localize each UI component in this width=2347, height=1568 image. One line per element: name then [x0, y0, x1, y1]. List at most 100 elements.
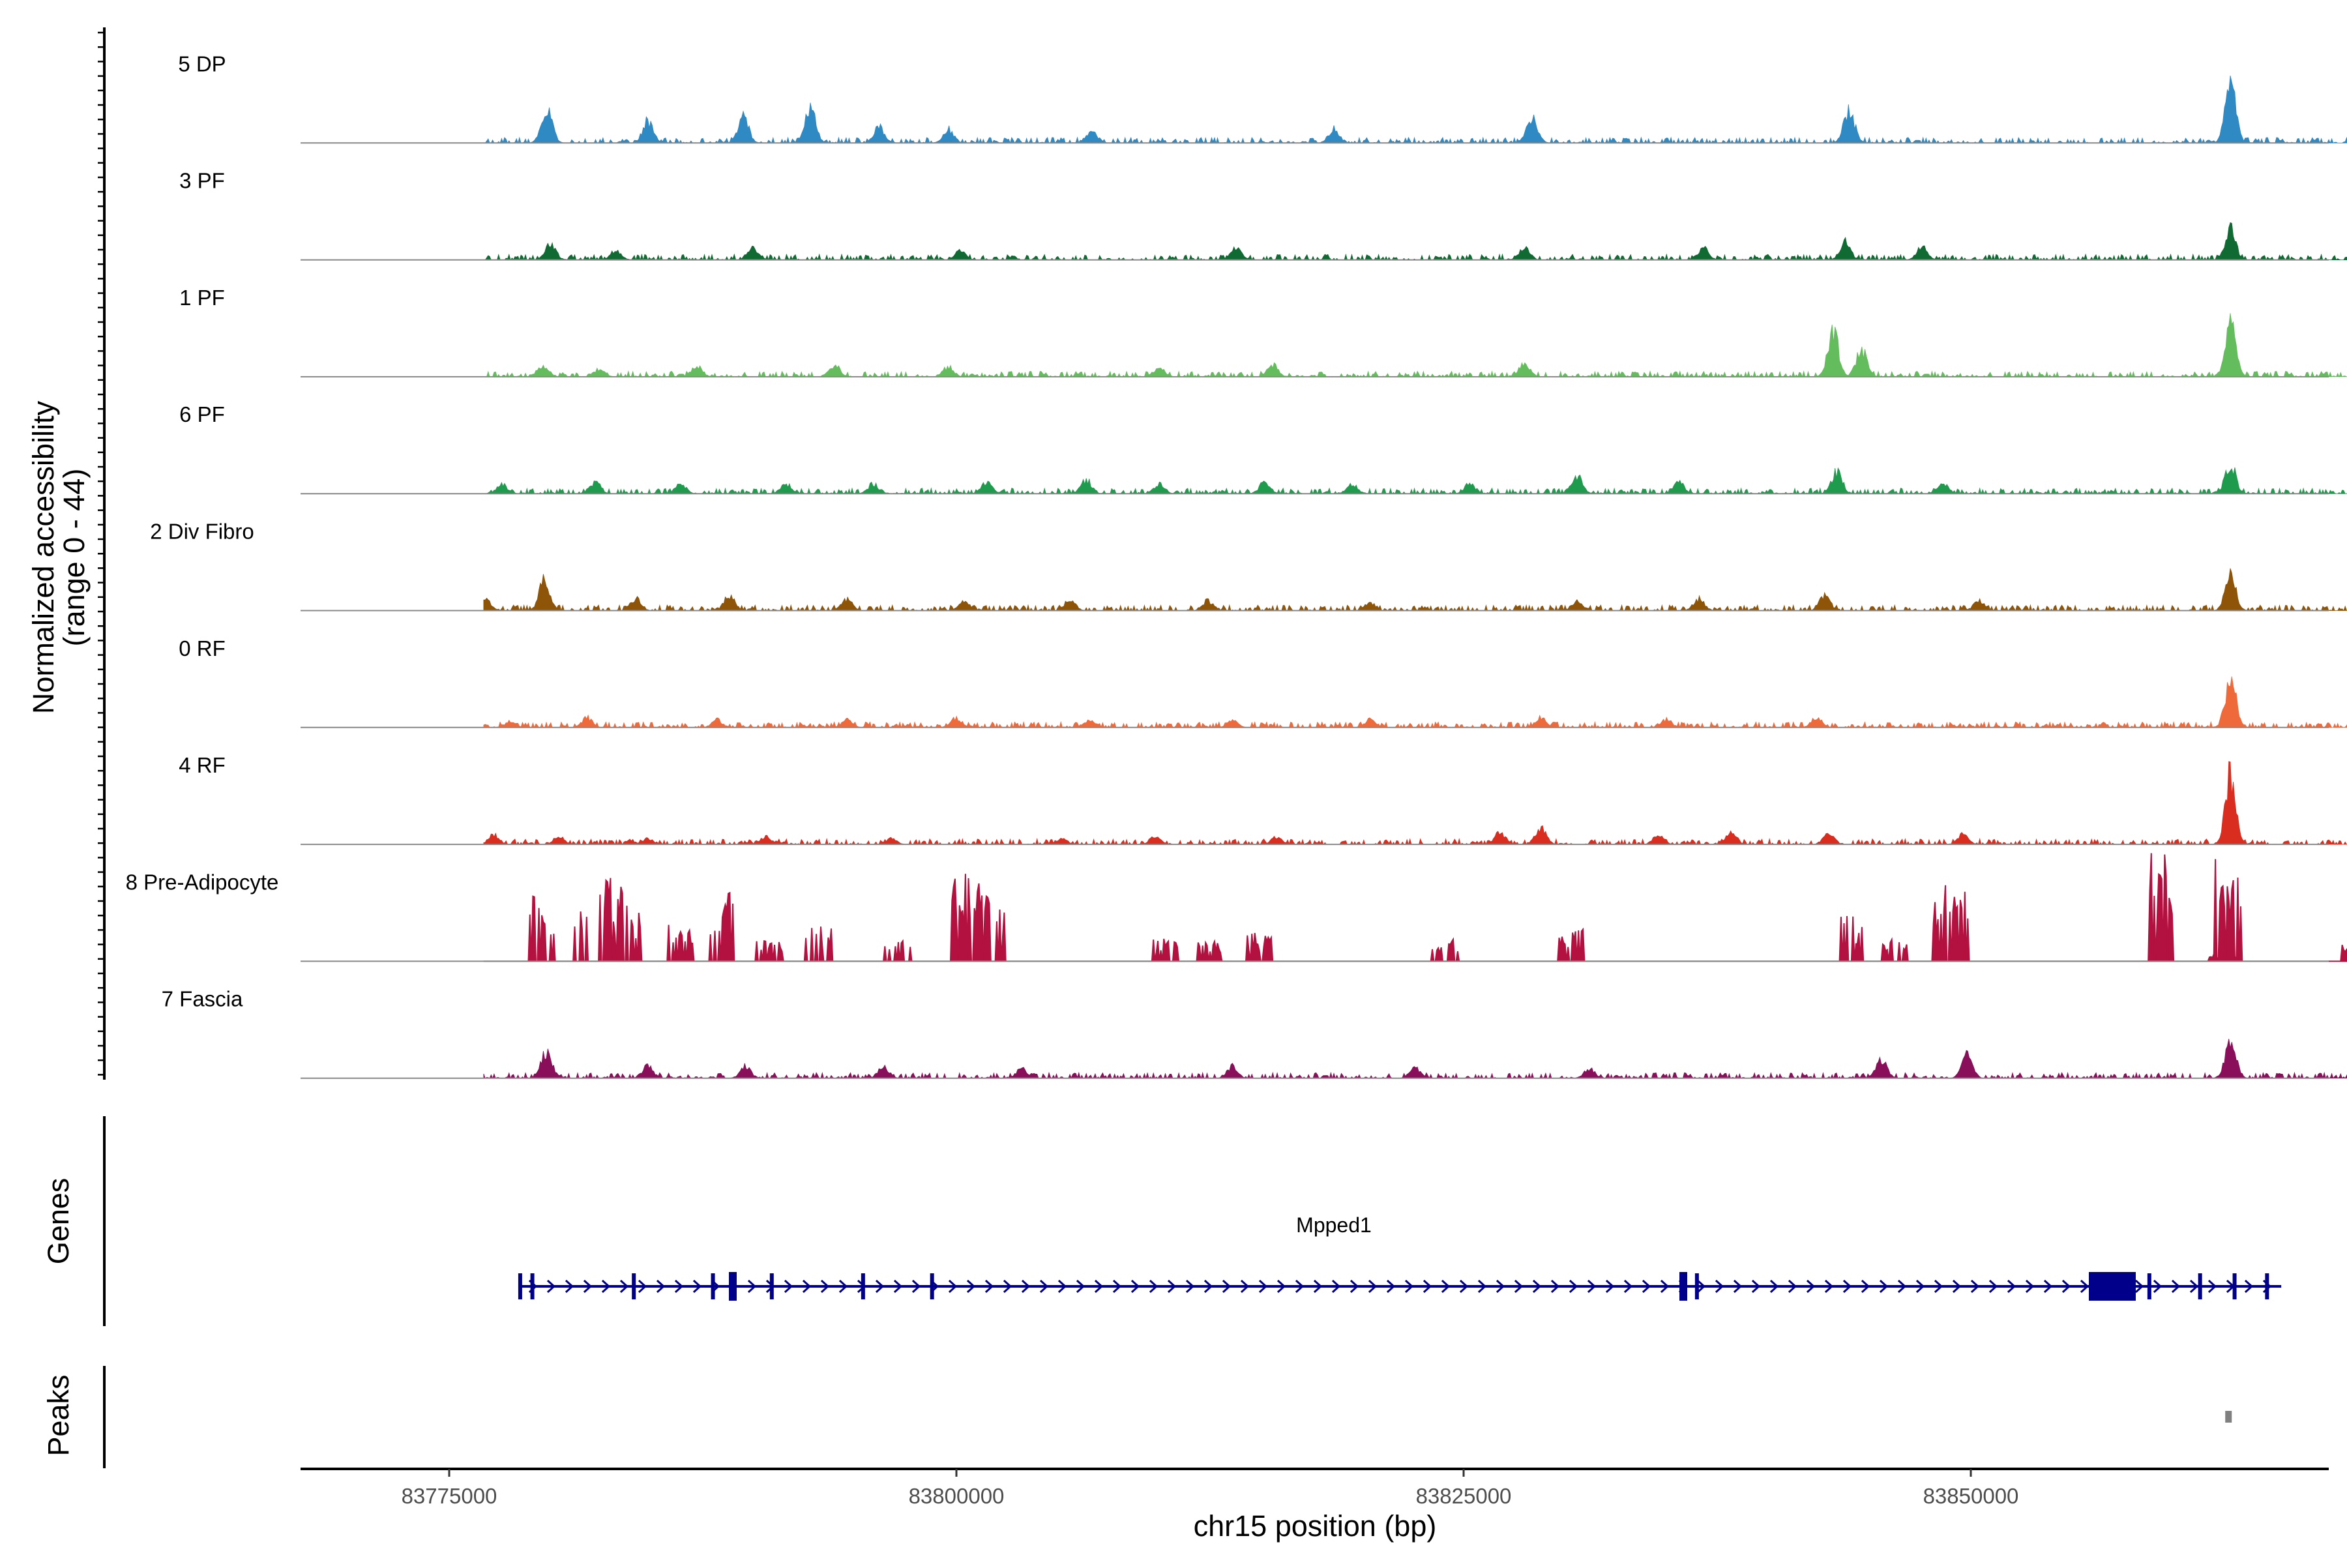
x-tick-label: 83775000 [402, 1484, 497, 1508]
x-tick-label: 83850000 [1923, 1484, 2019, 1508]
strand-arrow [1477, 1279, 1487, 1294]
strand-arrow [2244, 1279, 2254, 1294]
gene-exon [1679, 1272, 1687, 1301]
gene-exon [2265, 1273, 2269, 1299]
peaks-panel [103, 1366, 2232, 1468]
track-label: 6 PF [179, 402, 225, 426]
strand-arrow [1952, 1279, 1962, 1294]
strand-arrow [1185, 1279, 1195, 1294]
strand-arrow [565, 1279, 574, 1294]
strand-arrow [1569, 1279, 1578, 1294]
strand-arrow [1331, 1279, 1341, 1294]
strand-arrow [1970, 1279, 1980, 1294]
strand-arrow [1532, 1279, 1542, 1294]
gene-exon [711, 1273, 715, 1299]
strand-arrow [2025, 1279, 2035, 1294]
strand-arrow [2189, 1279, 2199, 1294]
gene-exon [530, 1273, 535, 1299]
strand-arrow [619, 1279, 629, 1294]
strand-arrow [1423, 1279, 1432, 1294]
peaks-axis-title: Peaks [42, 1374, 75, 1456]
strand-arrow [546, 1279, 556, 1294]
strand-arrow [784, 1279, 793, 1294]
genes-panel: Mpped1 [103, 1116, 2282, 1326]
strand-arrow [1094, 1279, 1104, 1294]
coverage-area-7-fascia [483, 1039, 2347, 1080]
strand-arrow [1642, 1279, 1651, 1294]
strand-arrow [1057, 1279, 1067, 1294]
strand-arrow [1660, 1279, 1670, 1294]
genes-axis-title: Genes [42, 1178, 75, 1265]
strand-arrow [1715, 1279, 1724, 1294]
strand-arrow [2043, 1279, 2053, 1294]
strand-arrow [1587, 1279, 1597, 1294]
track-label: 2 Div Fibro [150, 520, 254, 544]
strand-arrow [1459, 1279, 1469, 1294]
strand-arrow [1806, 1279, 1816, 1294]
strand-arrow [1769, 1279, 1779, 1294]
strand-arrow [1112, 1279, 1122, 1294]
strand-arrow [601, 1279, 611, 1294]
strand-arrow [1076, 1279, 1085, 1294]
strand-arrow [948, 1279, 958, 1294]
track-label: 5 DP [178, 52, 226, 76]
strand-arrow [1277, 1279, 1286, 1294]
strand-arrow [984, 1279, 994, 1294]
strand-arrow [1222, 1279, 1232, 1294]
strand-arrow [1788, 1279, 1797, 1294]
x-tick-label: 83800000 [909, 1484, 1005, 1508]
gene-exon [769, 1273, 774, 1299]
strand-arrow [1404, 1279, 1414, 1294]
gene-exon-last [2089, 1272, 2136, 1301]
y-axis-title-line2: (range 0 - 44) [57, 469, 91, 647]
track-label: 1 PF [179, 286, 225, 310]
strand-arrow [1386, 1279, 1396, 1294]
strand-arrow [1130, 1279, 1140, 1294]
strand-arrow [893, 1279, 903, 1294]
gene-exon [861, 1273, 865, 1299]
x-tick-label: 83825000 [1416, 1484, 1512, 1508]
gene-exon [729, 1272, 737, 1301]
strand-arrow [1897, 1279, 1907, 1294]
gene-exon [518, 1273, 522, 1299]
strand-arrow [1988, 1279, 1998, 1294]
strand-arrow [2207, 1279, 2217, 1294]
x-axis-title: chr15 position (bp) [1194, 1509, 1437, 1543]
strand-arrow [1514, 1279, 1524, 1294]
strand-arrow [1203, 1279, 1213, 1294]
strand-arrow [1623, 1279, 1633, 1294]
coverage-tracks: 5 DP 3 PF 1 PF 6 PF 2 Div Fibro 0 RF 4 RF 8 Pre… [126, 52, 2347, 1080]
strand-arrow [1167, 1279, 1177, 1294]
gene-label: Mpped1 [1296, 1213, 1372, 1237]
strand-arrow [1295, 1279, 1305, 1294]
strand-arrow [1313, 1279, 1323, 1294]
strand-arrow [2134, 1279, 2144, 1294]
x-axis: 83775000 83800000 83825000 83850000 [301, 1468, 2329, 1508]
strand-arrow [1240, 1279, 1250, 1294]
strand-arrow [1879, 1279, 1889, 1294]
strand-arrow [1021, 1279, 1031, 1294]
strand-arrow [2153, 1279, 2162, 1294]
strand-arrow [1350, 1279, 1359, 1294]
strand-arrow [838, 1279, 848, 1294]
strand-arrow [911, 1279, 921, 1294]
strand-arrow [2061, 1279, 2071, 1294]
strand-arrow [747, 1279, 757, 1294]
strand-arrow [2171, 1279, 2181, 1294]
strand-arrow [1368, 1279, 1378, 1294]
strand-arrow [1003, 1279, 1012, 1294]
strand-arrow [656, 1279, 666, 1294]
strand-arrow [1733, 1279, 1743, 1294]
strand-arrow [1496, 1279, 1505, 1294]
strand-arrow [1824, 1279, 1834, 1294]
strand-arrow [674, 1279, 684, 1294]
gene-exon [632, 1273, 636, 1299]
strand-arrow [1934, 1279, 1943, 1294]
strand-arrow [583, 1279, 593, 1294]
strand-arrow [638, 1279, 647, 1294]
strand-arrow [1605, 1279, 1615, 1294]
strand-arrow [1915, 1279, 1925, 1294]
strand-arrow [692, 1279, 702, 1294]
